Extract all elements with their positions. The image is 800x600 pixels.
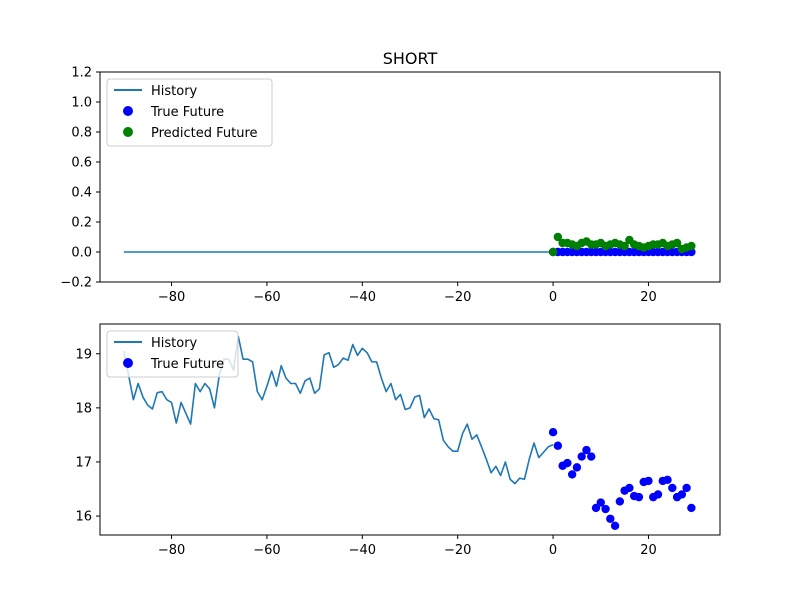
x-tick-label: −80 [158, 290, 185, 305]
y-tick-label: 0.6 [71, 156, 92, 171]
x-tick-label: 20 [640, 543, 657, 558]
point-predicted-future [620, 241, 629, 251]
point-true-future [606, 514, 615, 523]
y-tick-label: 17 [75, 455, 92, 470]
point-true-future [625, 483, 634, 493]
x-tick-label: −60 [253, 290, 280, 305]
y-tick-label: 0.8 [71, 126, 92, 141]
x-tick-label: 20 [640, 290, 657, 305]
y-tick-label: 16 [75, 510, 92, 525]
y-tick-label: 18 [75, 401, 92, 416]
plot-area-bottom [123, 335, 696, 530]
plot-area-top [123, 232, 696, 257]
point-true-future [615, 497, 625, 506]
y-tick-label: 0.4 [71, 186, 92, 201]
point-true-future [587, 452, 596, 461]
y-tick-label: 0.0 [71, 246, 92, 261]
point-true-future [682, 483, 691, 493]
point-true-future [596, 498, 605, 507]
legend-box-top [106, 78, 273, 147]
legend-bottom: History True Future [106, 330, 239, 378]
x-tick-label: −60 [253, 543, 280, 558]
legend-label-history: History [151, 336, 198, 351]
point-true-future [591, 503, 601, 513]
x-tick-label: 0 [549, 543, 557, 558]
legend-marker-true-future [123, 358, 133, 368]
x-tick-label: −20 [444, 543, 471, 558]
subplot-bottom: −80 −60 −40 −20 0 20 16 17 18 19 History True Fut… [75, 323, 721, 558]
y-tick-label: 0.2 [71, 216, 92, 231]
x-tick-label: −20 [444, 290, 471, 305]
point-true-future [582, 445, 591, 455]
x-tick-label: 0 [549, 290, 557, 305]
y-tick-label: 1.2 [71, 66, 92, 81]
chart-title: SHORT [383, 49, 438, 68]
legend-marker-predicted-future [123, 127, 133, 137]
y-tick-label: 19 [75, 347, 92, 362]
point-true-future [563, 458, 572, 468]
legend-label-predicted-future: Predicted Future [151, 126, 258, 141]
point-true-future [644, 476, 653, 486]
point-true-future [553, 441, 563, 450]
point-true-future [653, 490, 663, 499]
point-true-future [572, 463, 582, 472]
axes-frame-bottom [99, 323, 721, 536]
point-true-future [677, 490, 687, 499]
axes-frame-top [99, 71, 721, 283]
point-true-future [567, 470, 577, 479]
point-true-future [548, 428, 558, 437]
point-true-future [634, 492, 644, 502]
point-predicted-future [672, 238, 682, 248]
legend-label-history: History [151, 84, 198, 99]
x-tick-label: −80 [158, 543, 185, 558]
point-true-future [577, 452, 586, 461]
legend-top: History True Future Predicted Future [106, 78, 273, 147]
point-predicted-future [687, 241, 696, 251]
point-predicted-future [553, 232, 563, 242]
point-true-future [610, 521, 620, 530]
ticks-bottom: −80 −60 −40 −20 0 20 16 17 18 19 [75, 347, 656, 558]
y-tick-label: −0.2 [60, 276, 92, 291]
x-tick-label: −40 [349, 290, 376, 305]
legend-marker-true-future [123, 106, 133, 116]
point-true-future [687, 503, 696, 513]
legend-label-true-future: True Future [150, 105, 224, 120]
legend-label-true-future: True Future [150, 357, 224, 372]
x-tick-label: −40 [349, 543, 376, 558]
point-predicted-future [548, 247, 558, 257]
point-true-future [668, 483, 677, 493]
point-true-future [663, 475, 672, 485]
y-tick-label: 1.0 [71, 96, 92, 111]
ticks-top: −80 −60 −40 −20 0 20 −0.2 0.0 0.2 0.4 0.6 0.8 1.0 1.2 [60, 66, 656, 306]
point-true-future [601, 504, 610, 514]
subplot-top: SHORT −80 −60 −40 −20 0 20 −0.2 0.0 0.2 0.4 0.6 0.8… [60, 49, 721, 306]
series-history-line [123, 335, 554, 485]
